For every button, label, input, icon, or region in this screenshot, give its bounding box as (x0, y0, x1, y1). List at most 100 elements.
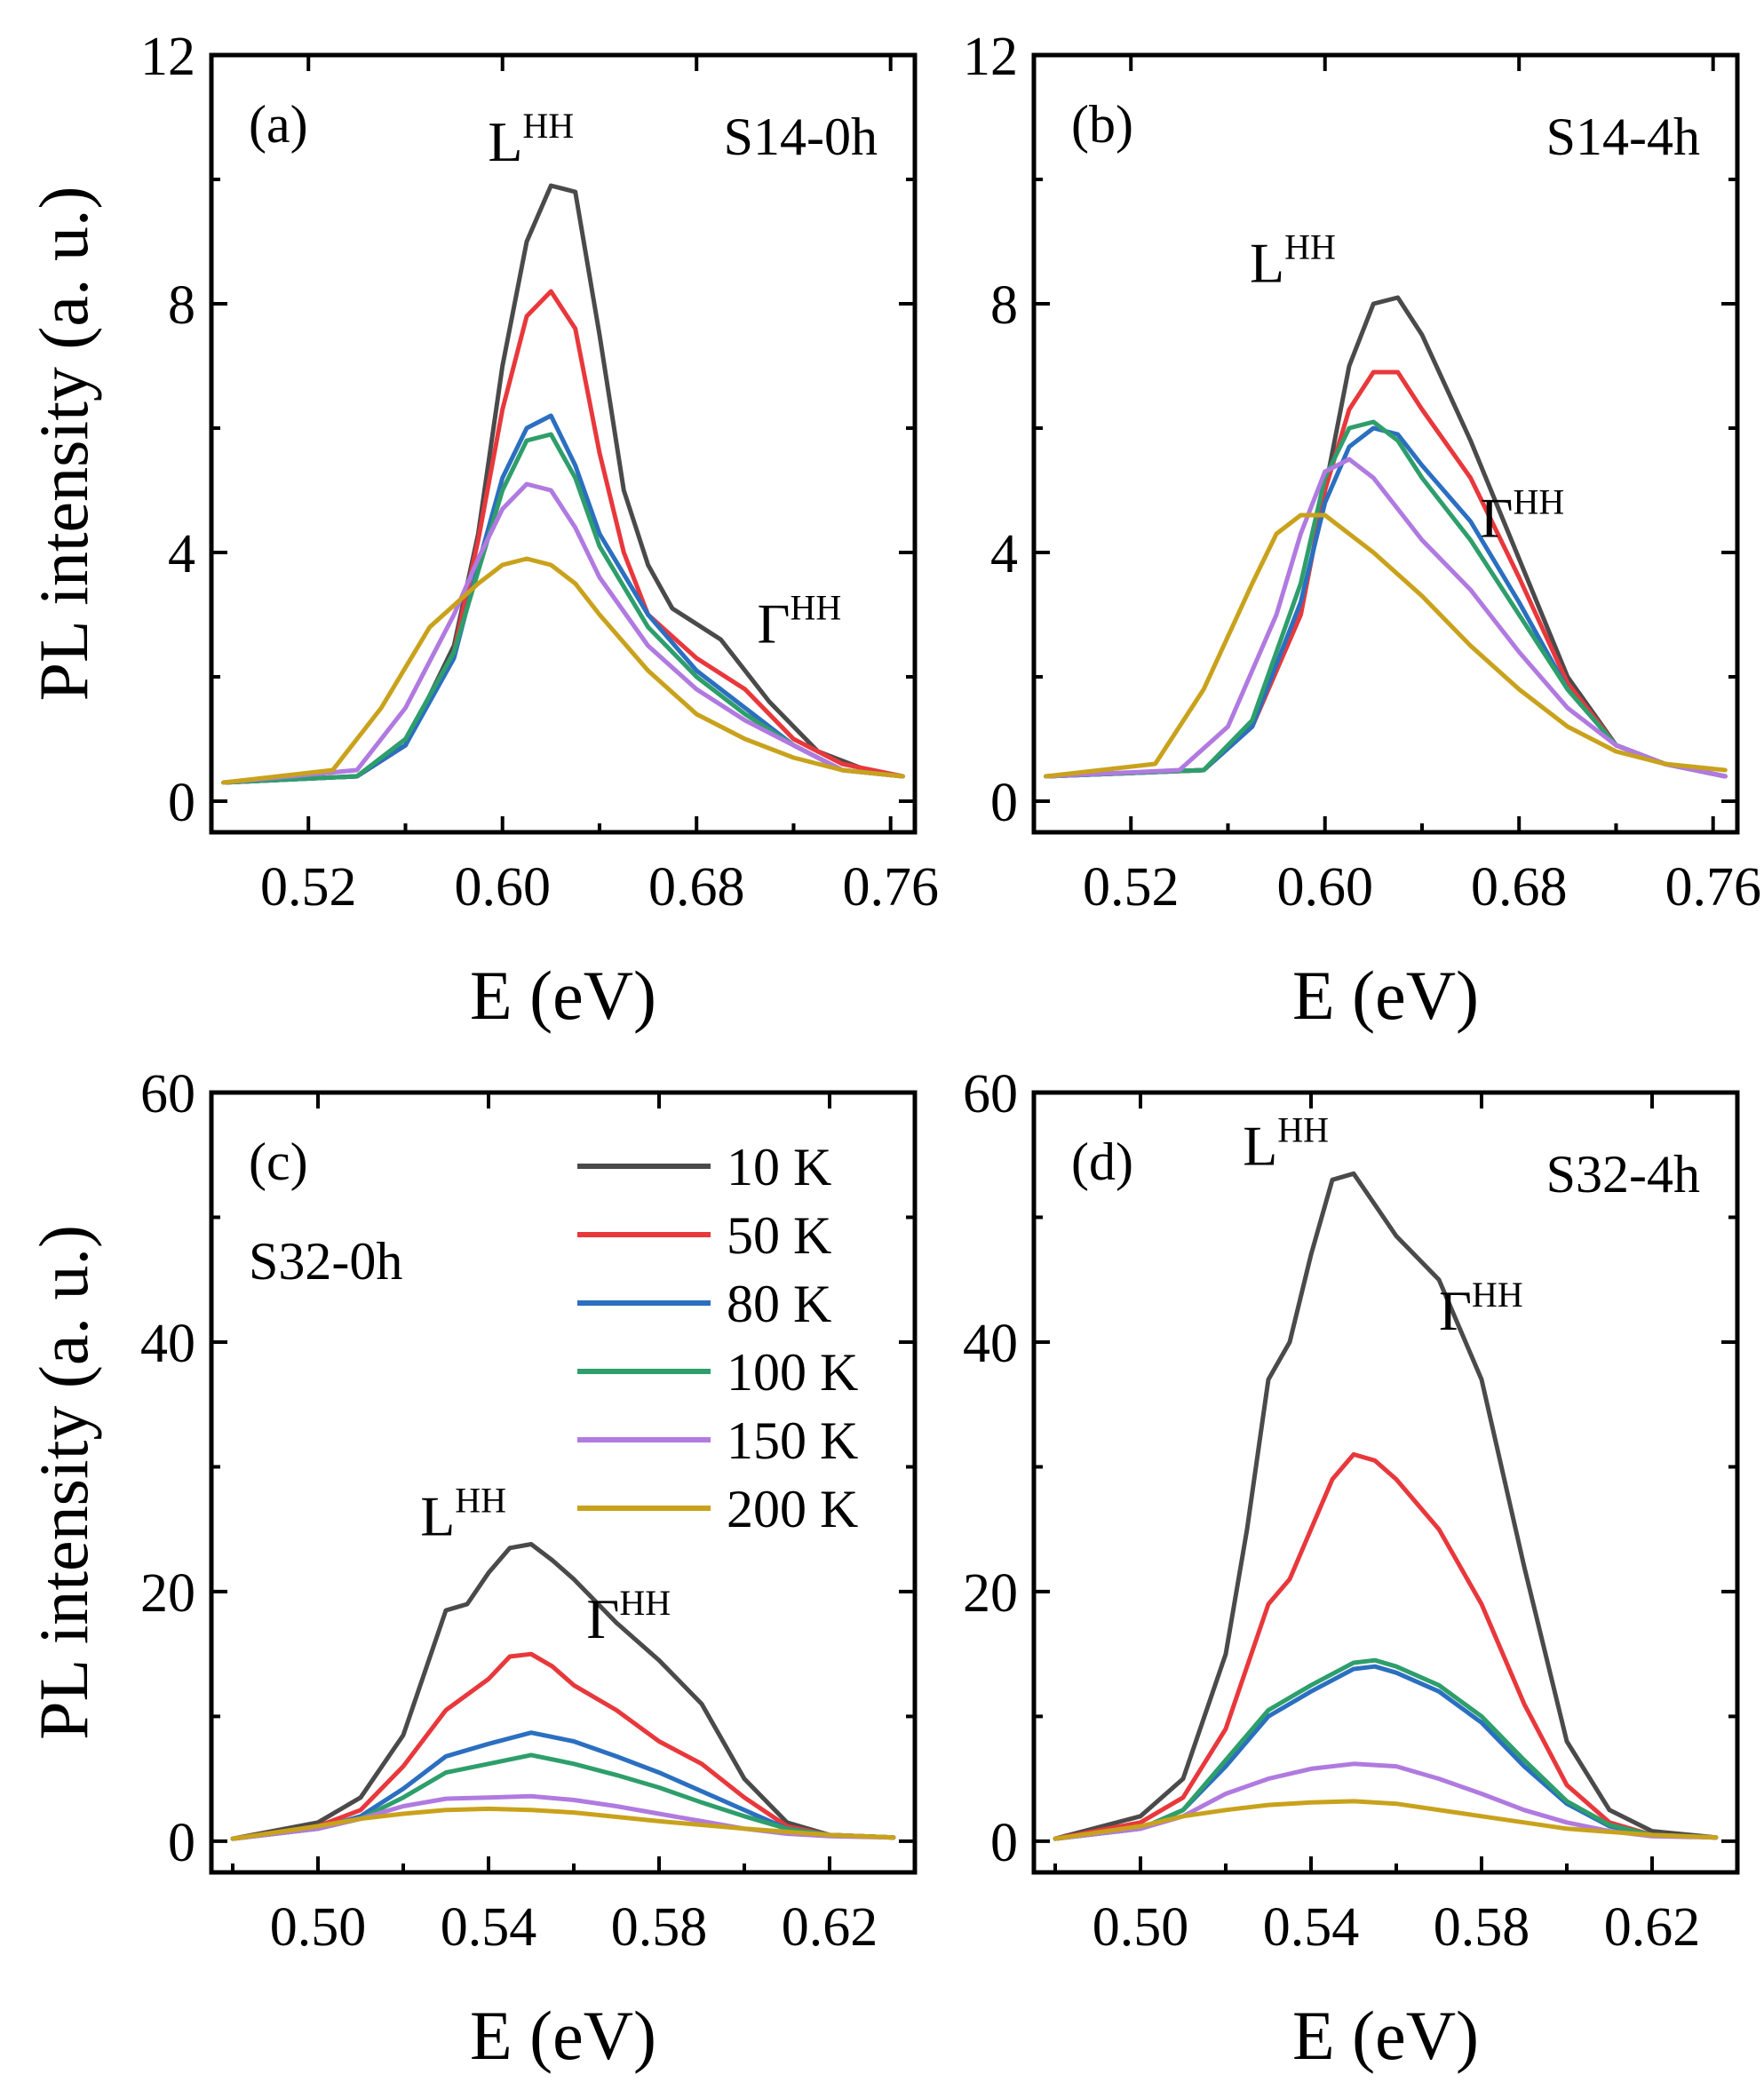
series-line-100k (1044, 419, 1728, 779)
y-tick-label: 0 (168, 773, 195, 833)
y-tick-label: 60 (963, 1064, 1018, 1124)
series-line-10k (230, 1542, 896, 1841)
peak-label-superscript: HH (455, 1481, 506, 1521)
legend-label: 100 K (727, 1343, 858, 1402)
peak-label-superscript: HH (1514, 482, 1565, 522)
series-line-200k (1053, 1799, 1719, 1841)
x-tick-label: 0.50 (1093, 1897, 1189, 1958)
y-tick-label: 4 (168, 524, 195, 584)
peak-label-base: L (488, 110, 522, 173)
x-tick-label: 0.54 (1263, 1897, 1360, 1958)
y-tick-label: 0 (990, 1813, 1018, 1873)
series-line-50k (230, 1651, 896, 1841)
series-line-10k (221, 183, 905, 785)
panel-c: 0.50 0.54 0.58 0.62 0 20 40 60 E (eV) PL intensit… (25, 1064, 918, 2074)
peak-label: ΓHH (757, 588, 841, 656)
panel-label: (a) (249, 95, 308, 154)
x-tick-label: 0.54 (441, 1897, 537, 1958)
panel-label: (c) (249, 1132, 308, 1191)
peak-label: LHH (1250, 227, 1336, 295)
legend-label: 150 K (727, 1411, 858, 1470)
series-line-10k (1053, 1171, 1719, 1841)
x-axis-title: E (eV) (470, 1997, 656, 2074)
peak-label-base: Γ (757, 592, 790, 656)
x-tick-label: 0.76 (1665, 857, 1761, 918)
peak-label-superscript: HH (1277, 1109, 1329, 1149)
peak-label: LHH (420, 1481, 506, 1548)
series-line-100k (221, 432, 905, 785)
plot-frame (209, 1090, 918, 1875)
y-tick-label: 40 (140, 1314, 195, 1374)
legend: 10 K 50 K 80 K 100 K 150 K 200 K (577, 1138, 858, 1538)
x-tick-label: 0.68 (1471, 857, 1568, 918)
y-tick-label: 8 (990, 275, 1018, 336)
x-tick-label: 0.62 (782, 1897, 878, 1958)
y-tick-label: 60 (140, 1064, 195, 1124)
series-line-80k (1044, 425, 1728, 779)
peak-label: LHH (488, 106, 574, 173)
plot-frame (209, 52, 918, 835)
legend-label: 10 K (727, 1138, 831, 1196)
y-tick-label: 20 (963, 1563, 1018, 1624)
sample-label: S32-4h (1546, 1145, 1700, 1204)
series-line-100k (230, 1752, 896, 1841)
y-tick-label: 12 (963, 27, 1018, 87)
peak-label: ΓHH (1439, 1275, 1523, 1342)
x-tick-label: 0.50 (270, 1897, 367, 1958)
x-tick-label: 0.60 (454, 857, 551, 918)
x-axis-title: E (eV) (1292, 1997, 1479, 2074)
y-tick-label: 8 (168, 275, 195, 336)
sample-label: S14-4h (1546, 107, 1700, 166)
y-tick-label: 0 (990, 773, 1018, 833)
series-line-150k (1044, 457, 1728, 779)
panel-label: (d) (1071, 1132, 1133, 1191)
peak-label-base: Γ (1481, 487, 1514, 550)
x-tick-label: 0.60 (1276, 857, 1373, 918)
x-tick-label: 0.52 (260, 857, 357, 918)
y-tick-label: 40 (963, 1314, 1018, 1374)
series-line-150k (221, 481, 905, 785)
peak-label-superscript: HH (1472, 1275, 1523, 1315)
panel-a: 0.52 0.60 0.68 0.76 0 4 8 12 E (eV) PL intensity … (25, 27, 939, 1034)
plot-frame (1031, 1090, 1740, 1875)
y-tick-label: 0 (168, 1813, 195, 1873)
series-line-50k (1053, 1451, 1719, 1841)
series-line-200k (230, 1806, 896, 1841)
panel-label: (b) (1071, 95, 1133, 154)
legend-label: 200 K (727, 1480, 858, 1538)
y-axis-title: PL intensity (a. u.) (25, 187, 102, 702)
x-axis-title: E (eV) (1292, 957, 1479, 1034)
peak-label-base: L (1243, 1114, 1277, 1177)
peak-label-base: L (1250, 232, 1284, 295)
y-tick-label: 4 (990, 524, 1018, 584)
peak-label-base: L (420, 1485, 455, 1548)
x-tick-label: 0.76 (842, 857, 939, 918)
peak-label-superscript: HH (522, 106, 574, 146)
series-line-200k (1044, 513, 1728, 779)
peak-label-superscript: HH (790, 588, 841, 628)
peak-label: ΓHH (1481, 482, 1565, 550)
sample-label: S32-0h (249, 1232, 402, 1291)
y-tick-label: 20 (140, 1563, 195, 1624)
legend-label: 80 K (727, 1275, 831, 1333)
peak-label-superscript: HH (619, 1583, 671, 1623)
peak-label-base: Γ (586, 1587, 619, 1650)
x-tick-label: 0.52 (1083, 857, 1180, 918)
peak-label-base: Γ (1439, 1279, 1472, 1342)
peak-label: ΓHH (586, 1583, 671, 1650)
series-line-50k (221, 289, 905, 785)
y-tick-label: 12 (140, 27, 195, 87)
series-line-100k (1053, 1657, 1719, 1841)
series-line-200k (221, 556, 905, 785)
x-tick-label: 0.62 (1604, 1897, 1701, 1958)
sample-label: S14-0h (724, 107, 878, 166)
plot-frame (1031, 52, 1740, 835)
x-tick-label: 0.58 (1434, 1897, 1530, 1958)
x-axis-title: E (eV) (470, 957, 656, 1034)
x-tick-label: 0.68 (648, 857, 745, 918)
peak-label-superscript: HH (1284, 227, 1336, 267)
series-line-150k (1053, 1761, 1719, 1841)
